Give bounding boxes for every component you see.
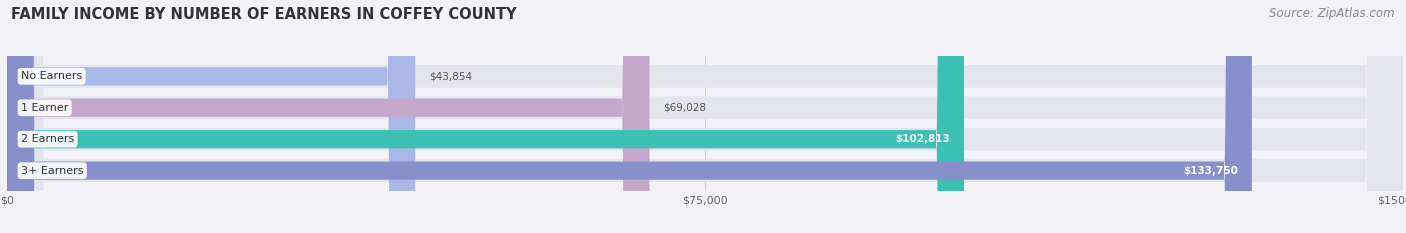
Text: No Earners: No Earners — [21, 71, 82, 81]
FancyBboxPatch shape — [7, 0, 650, 233]
FancyBboxPatch shape — [7, 0, 1403, 233]
Text: Source: ZipAtlas.com: Source: ZipAtlas.com — [1270, 7, 1395, 20]
FancyBboxPatch shape — [7, 0, 965, 233]
Text: 3+ Earners: 3+ Earners — [21, 166, 83, 176]
FancyBboxPatch shape — [7, 0, 1403, 233]
Text: 2 Earners: 2 Earners — [21, 134, 75, 144]
FancyBboxPatch shape — [7, 0, 1403, 233]
Text: $133,750: $133,750 — [1182, 166, 1237, 176]
Text: $102,813: $102,813 — [896, 134, 950, 144]
FancyBboxPatch shape — [7, 0, 1403, 233]
Text: 1 Earner: 1 Earner — [21, 103, 69, 113]
Text: $43,854: $43,854 — [429, 71, 472, 81]
Text: FAMILY INCOME BY NUMBER OF EARNERS IN COFFEY COUNTY: FAMILY INCOME BY NUMBER OF EARNERS IN CO… — [11, 7, 517, 22]
Text: $69,028: $69,028 — [664, 103, 706, 113]
FancyBboxPatch shape — [7, 0, 415, 233]
FancyBboxPatch shape — [7, 0, 1251, 233]
